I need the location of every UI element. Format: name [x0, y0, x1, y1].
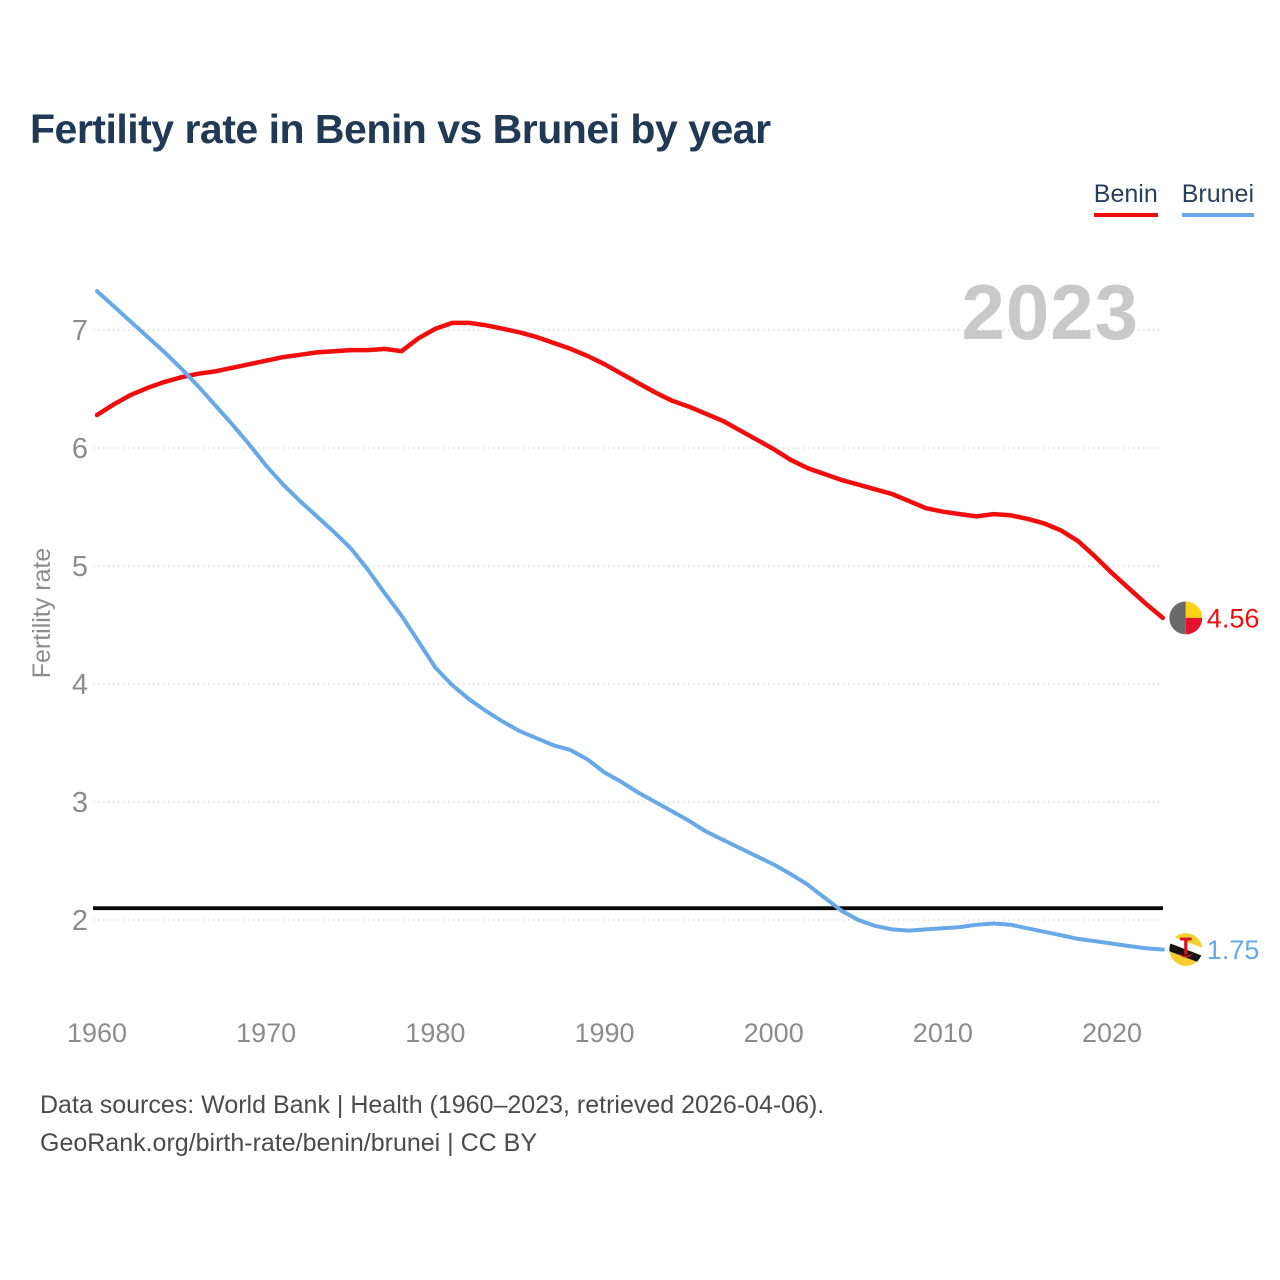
brunei-value-label: 1.75: [1207, 935, 1260, 965]
x-tick-label-1990: 1990: [574, 1018, 634, 1048]
x-tick-label-2000: 2000: [744, 1018, 804, 1048]
y-axis-ticks: 2 3 4 5 6 7: [72, 315, 88, 937]
footer-sources-line: Data sources: World Bank | Health (1960–…: [40, 1091, 825, 1119]
footer: Data sources: World Bank | Health (1960–…: [40, 1086, 824, 1162]
brunei-color-swatch: [1181, 213, 1254, 217]
y-tick-label-5: 5: [72, 551, 88, 583]
footer-attribution-line: GeoRank.org/birth-rate/benin/brunei | CC…: [40, 1129, 538, 1157]
brunei-flag-icon: [1169, 933, 1203, 966]
y-tick-label-6: 6: [72, 433, 88, 465]
x-tick-label-2020: 2020: [1082, 1018, 1142, 1048]
x-tick-label-1980: 1980: [405, 1018, 465, 1048]
y-axis-title: Fertility rate: [28, 548, 56, 679]
y-tick-label-4: 4: [72, 669, 88, 701]
page-title: Fertility rate in Benin vs Brunei by yea…: [30, 106, 771, 152]
benin-flag-icon: [1169, 601, 1203, 635]
y-tick-label-7: 7: [72, 315, 88, 347]
benin-value-label: 4.56: [1207, 603, 1260, 633]
x-tick-label-2010: 2010: [913, 1018, 973, 1048]
brunei-crest-icon: [1177, 937, 1194, 958]
x-tick-label-1970: 1970: [236, 1018, 296, 1048]
legend-label-brunei: Brunei: [1181, 180, 1254, 208]
x-tick-label-1960: 1960: [67, 1018, 127, 1048]
y-tick-label-2: 2: [72, 905, 88, 937]
benin-line[interactable]: [94, 320, 1166, 621]
x-axis-ticks: 1960 1970 1980 1990 2000 2010 2020: [67, 1018, 1142, 1048]
benin-color-swatch: [1093, 213, 1158, 217]
legend: Benin Brunei: [1093, 180, 1254, 217]
series-lines: [94, 289, 1166, 952]
legend-item-benin[interactable]: Benin: [1093, 180, 1158, 217]
legend-label-benin: Benin: [1093, 180, 1158, 208]
y-tick-label-3: 3: [72, 787, 88, 819]
gridlines: [93, 329, 1163, 921]
legend-item-brunei[interactable]: Brunei: [1181, 180, 1254, 217]
brunei-line[interactable]: [95, 289, 1165, 952]
